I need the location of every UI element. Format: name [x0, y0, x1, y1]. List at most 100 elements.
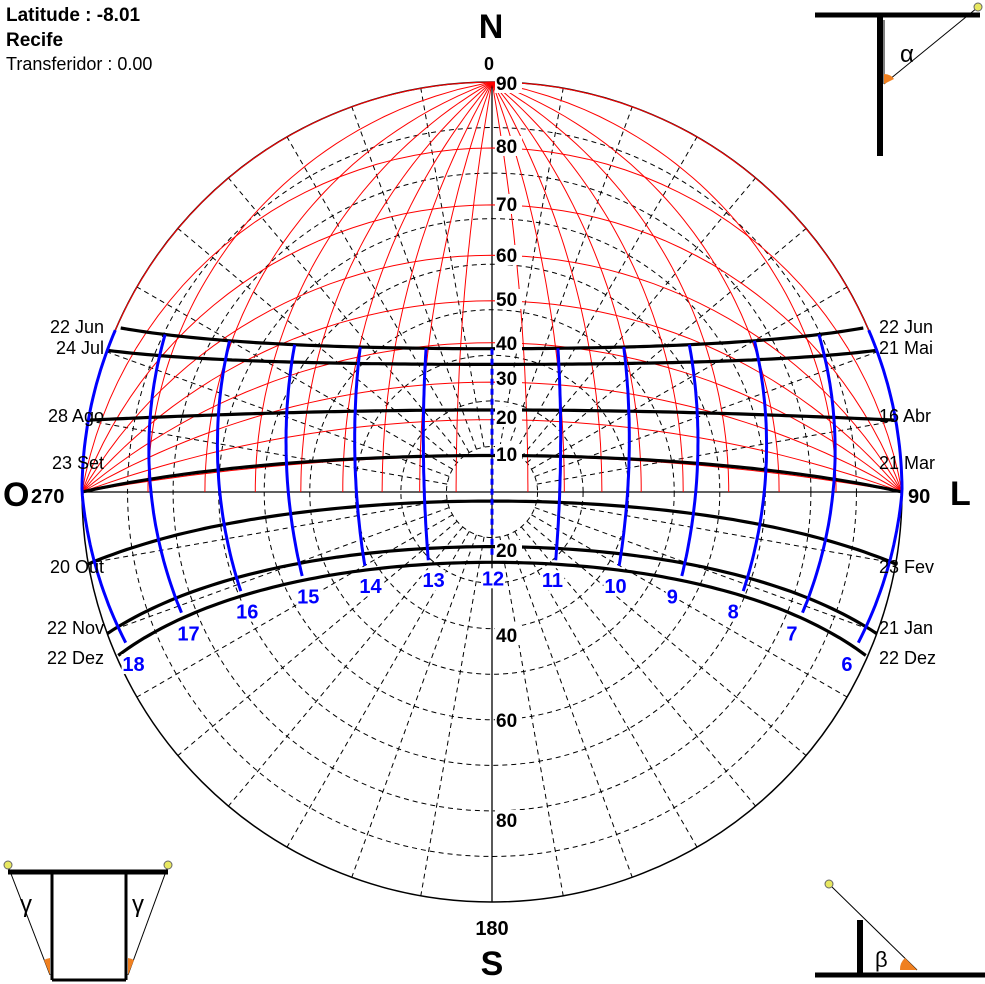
protractor-ray [381, 82, 493, 493]
label-backdrop [785, 623, 799, 644]
azimuth-line [228, 526, 464, 807]
hour-label: 8 [728, 602, 739, 624]
date-label-left: 24 Jul [56, 338, 104, 358]
label-backdrop [495, 407, 522, 427]
date-label-right: 21 Jan [879, 618, 933, 638]
azimuth-line [106, 507, 450, 633]
hour-line [353, 346, 367, 567]
azimuth-line [499, 88, 564, 448]
hour-line [801, 334, 837, 614]
east-degree: 90 [908, 486, 930, 508]
west-label: O [3, 476, 29, 514]
azimuth-line [286, 136, 470, 453]
beta-ray [829, 884, 918, 971]
date-label-right: 16 Abr [879, 406, 931, 426]
south-label: S [481, 945, 504, 983]
date-label-left: 22 Jun [50, 317, 104, 337]
altitude-label: 20 [496, 408, 517, 429]
gamma-symbol-right: γ [132, 891, 144, 918]
azimuth-line [526, 520, 807, 756]
azimuth-line [531, 514, 848, 698]
label-backdrop [840, 654, 854, 675]
azimuth-line [534, 507, 878, 633]
azimuth-line [420, 536, 485, 896]
beta-pivot [824, 879, 834, 889]
gamma-symbol-left: γ [20, 891, 32, 918]
protractor-arc [81, 342, 903, 493]
protractor-ray [491, 82, 603, 493]
hour-line [421, 348, 430, 561]
date-label-right: 22 Dez [879, 648, 936, 668]
gamma-ray-right [127, 865, 169, 976]
altitude-label: 40 [496, 334, 517, 355]
protractor-ray [492, 81, 730, 492]
date-label-right: 23 Fev [879, 557, 934, 577]
hour-label: 12 [482, 568, 504, 590]
alpha-symbol: α [900, 41, 914, 68]
protractor-ray [147, 81, 490, 492]
azimuth-line [136, 514, 453, 698]
azimuth-line [514, 136, 698, 453]
label-backdrop [495, 368, 522, 388]
azimuth-line [507, 534, 633, 878]
hour-label: 16 [236, 602, 258, 624]
azimuth-line [351, 534, 477, 878]
protractor-ray [455, 82, 493, 492]
site-info: Latitude : -8.01 Recife Transferidor : 0… [6, 4, 152, 77]
corner-glyphs: α β γ γ [3, 2, 985, 982]
protractor-arc [81, 204, 903, 493]
label-backdrop [358, 576, 383, 597]
alpha-angle [884, 73, 894, 84]
hour-label: 7 [786, 624, 797, 646]
label-backdrop [421, 570, 446, 591]
label-backdrop [495, 333, 522, 353]
protractor-arc [81, 147, 903, 493]
date-label-left: 28 Ago [48, 406, 104, 426]
label-backdrop [495, 73, 522, 93]
protractor-lower-label: 80 [496, 811, 517, 832]
beta-symbol: β [875, 947, 888, 972]
azimuth-line [88, 499, 448, 564]
hour-label: 14 [359, 576, 382, 598]
date-line [117, 560, 867, 657]
azimuth-line [88, 420, 448, 485]
protractor-ray [419, 82, 493, 492]
protractor-lower-label: 60 [496, 711, 517, 732]
label-backdrop [495, 245, 522, 265]
label-backdrop [495, 810, 522, 830]
azimuth-line [520, 177, 756, 458]
alpha-pivot [973, 2, 983, 12]
protractor-value: 0.00 [117, 54, 153, 75]
altitude-label: 60 [496, 246, 517, 267]
gamma-pivot-right [163, 860, 173, 870]
protractor-ray [491, 82, 642, 492]
protractor-ray [492, 81, 780, 493]
protractor-ray [342, 82, 493, 492]
altitude-label: 80 [496, 137, 517, 158]
azimuth-line [228, 177, 464, 458]
azimuth-line [351, 106, 477, 450]
azimuth-line [136, 286, 453, 470]
hour-line [284, 344, 304, 577]
altitude-label: 90 [496, 74, 517, 95]
label-backdrop [665, 586, 679, 607]
gamma-pivot-left [3, 860, 13, 870]
west-degree: 270 [31, 486, 64, 508]
hour-label: 18 [122, 654, 144, 676]
azimuth-line [507, 106, 633, 450]
label-backdrop [495, 194, 522, 214]
azimuth-line [520, 526, 756, 807]
protractor-label: Transferidor : [6, 54, 113, 75]
label-backdrop [176, 623, 201, 644]
hour-label: 15 [297, 586, 319, 608]
altitude-label: 30 [496, 369, 517, 390]
hour-line [147, 334, 183, 614]
azimuth-line [536, 499, 896, 564]
azimuth-line [286, 531, 470, 848]
protractor-ray [494, 81, 837, 492]
protractor-ray [492, 82, 684, 493]
label-backdrop [495, 625, 522, 645]
diagram-labels: N 0 180 S 90 L O 270 90 80 70 60 50 40 30 20 10 20 40 60 80 2… [3, 8, 971, 983]
protractor-lower-label: 20 [496, 541, 517, 562]
